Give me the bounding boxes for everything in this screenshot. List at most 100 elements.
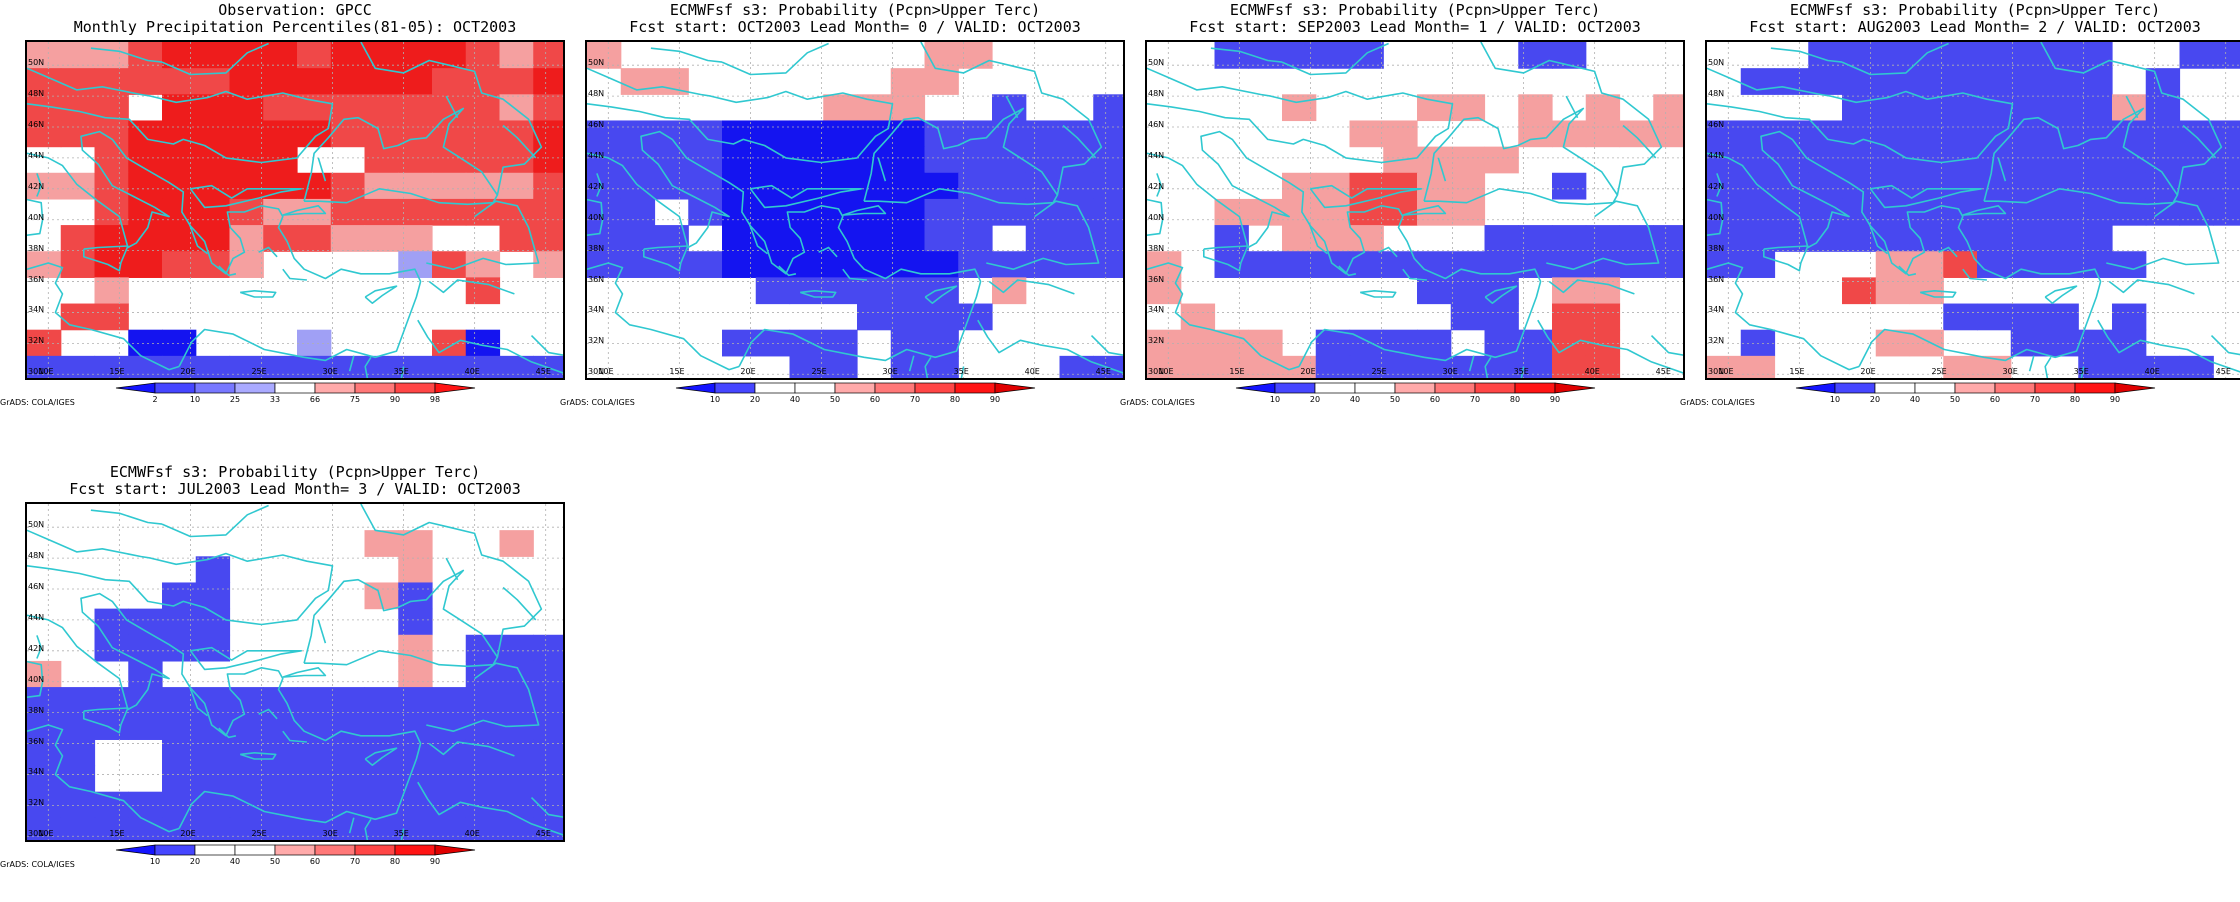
lon-label: 15E <box>669 367 684 376</box>
lon-label: 15E <box>1229 367 1244 376</box>
grid-cell <box>1910 225 1944 252</box>
grid-cell <box>1586 304 1620 331</box>
colorbar-label: 10 <box>1825 395 1845 404</box>
lon-label: 30E <box>883 367 898 376</box>
grid-cell <box>2213 120 2240 147</box>
panel-title: ECMWFsf s3: Probability (Pcpn>Upper Terc… <box>560 2 1150 19</box>
grid-cell <box>196 120 230 147</box>
grid-cell <box>891 120 925 147</box>
lon-label: 45E <box>1096 367 1111 376</box>
grid-cell <box>2078 147 2112 174</box>
colorbar-swatch <box>315 845 355 855</box>
grid-cell <box>2045 304 2079 331</box>
grid-cell <box>297 173 331 200</box>
lat-label: 44N <box>28 613 44 622</box>
grid-cell <box>162 94 196 121</box>
lon-label: 30E <box>2003 367 2018 376</box>
colorbar-label: 40 <box>1905 395 1925 404</box>
grid-cell <box>925 225 959 252</box>
lat-label: 48N <box>1148 89 1164 98</box>
grid-cell <box>1586 120 1620 147</box>
grid-cell <box>621 199 655 226</box>
colorbar-label: 40 <box>225 857 245 866</box>
grid-cell <box>1943 356 1977 380</box>
map-panel-4: ECMWFsf s3: Probability (Pcpn>Upper Terc… <box>1680 0 2240 440</box>
map-svg <box>1147 42 1685 380</box>
grid-cell <box>1316 42 1350 69</box>
colorbar-label: 40 <box>785 395 805 404</box>
grid-cell <box>297 687 331 714</box>
lat-label: 50N <box>588 58 604 67</box>
grads-credit: GrADS: COLA/IGES <box>1120 398 1195 407</box>
grid-cell <box>621 68 655 95</box>
lat-label: 38N <box>588 244 604 253</box>
grid-cell <box>196 582 230 609</box>
map-plot <box>25 502 565 842</box>
grid-cell <box>1977 120 2011 147</box>
lon-label: 10E <box>38 829 53 838</box>
lat-label: 40N <box>588 213 604 222</box>
grid-cell <box>128 687 162 714</box>
coastline <box>2045 357 2051 380</box>
colorbar-swatch <box>195 383 235 393</box>
grid-cell <box>500 818 534 842</box>
grid-cell <box>722 251 756 278</box>
panel-subtitle: Monthly Precipitation Percentiles(81-05)… <box>0 19 590 36</box>
grid-cell <box>2045 225 2079 252</box>
grid-cell <box>297 766 331 793</box>
grid-cell <box>1060 120 1094 147</box>
grid-cell <box>891 304 925 331</box>
grid-cell <box>365 530 399 557</box>
lat-label: 32N <box>28 336 44 345</box>
colorbar-swatch <box>1796 383 1835 393</box>
grid-cell <box>2180 120 2214 147</box>
grid-cell <box>1350 120 1384 147</box>
grid-cell <box>331 120 365 147</box>
grid-cell <box>365 68 399 95</box>
colorbar-swatch <box>1515 383 1555 393</box>
colorbar-swatch <box>435 383 475 393</box>
grid-cell <box>466 173 500 200</box>
colorbar-label: 20 <box>1305 395 1325 404</box>
lon-label: 20E <box>1300 367 1315 376</box>
map-plot <box>25 40 565 380</box>
grid-cell <box>95 147 129 174</box>
colorbar-swatch <box>355 383 395 393</box>
colorbar-swatch <box>1395 383 1435 393</box>
grid-cell <box>857 120 891 147</box>
grid-cell <box>1518 42 1552 69</box>
grid-cell <box>365 687 399 714</box>
lon-label: 25E <box>1371 367 1386 376</box>
grid-cell <box>162 251 196 278</box>
colorbar-swatch <box>1236 383 1275 393</box>
grid-cell <box>297 120 331 147</box>
grid-cell <box>2078 42 2112 69</box>
colorbar-label: 20 <box>185 857 205 866</box>
grid-cell <box>1060 356 1094 380</box>
grid-cell <box>823 94 857 121</box>
grid-cell <box>500 68 534 95</box>
coastline <box>240 291 276 297</box>
grid-cell <box>1977 304 2011 331</box>
colorbar-swatch <box>875 383 915 393</box>
grid-cell <box>95 120 129 147</box>
colorbar-swatch <box>1555 383 1595 393</box>
lat-label: 36N <box>28 275 44 284</box>
grid-cell <box>365 147 399 174</box>
map-svg <box>27 504 565 842</box>
grid-cell <box>1383 356 1417 380</box>
lat-label: 32N <box>1708 336 1724 345</box>
colorbar-swatch <box>395 383 435 393</box>
colorbar-swatch <box>195 845 235 855</box>
grid-cell <box>432 251 466 278</box>
grid-cell <box>365 225 399 252</box>
map-svg <box>1707 42 2240 380</box>
grid-cell <box>2011 94 2045 121</box>
lon-label: 15E <box>109 829 124 838</box>
lon-label: 35E <box>2074 367 2089 376</box>
lat-label: 36N <box>1708 275 1724 284</box>
colorbar-label: 10 <box>705 395 725 404</box>
grid-cell <box>196 42 230 69</box>
lon-label: 35E <box>394 829 409 838</box>
lat-label: 34N <box>28 305 44 314</box>
